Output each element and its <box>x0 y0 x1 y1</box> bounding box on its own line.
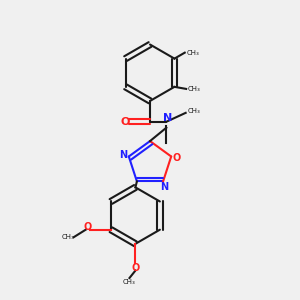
Text: CH₃: CH₃ <box>188 108 201 114</box>
Text: N: N <box>160 182 169 192</box>
Text: CH₃: CH₃ <box>188 86 200 92</box>
Text: O: O <box>172 153 181 163</box>
Text: O: O <box>83 222 91 232</box>
Text: CH₃: CH₃ <box>62 234 75 240</box>
Text: O: O <box>131 262 140 273</box>
Text: O: O <box>120 117 129 127</box>
Text: N: N <box>163 113 172 123</box>
Text: N: N <box>119 150 127 160</box>
Text: CH₃: CH₃ <box>123 280 136 286</box>
Text: CH₃: CH₃ <box>186 50 199 56</box>
